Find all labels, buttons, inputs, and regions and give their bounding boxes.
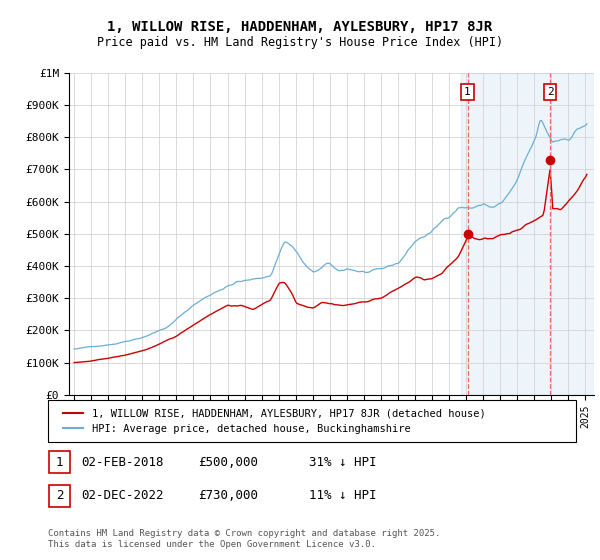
Text: Price paid vs. HM Land Registry's House Price Index (HPI): Price paid vs. HM Land Registry's House … (97, 36, 503, 49)
Text: Contains HM Land Registry data © Crown copyright and database right 2025.
This d: Contains HM Land Registry data © Crown c… (48, 529, 440, 549)
Text: £500,000: £500,000 (198, 455, 258, 469)
Text: 2: 2 (56, 489, 63, 502)
Text: 02-FEB-2018: 02-FEB-2018 (81, 455, 163, 469)
Bar (461, 73, 594, 395)
Text: 1: 1 (56, 455, 63, 469)
Text: 31% ↓ HPI: 31% ↓ HPI (309, 455, 377, 469)
Text: 1: 1 (464, 87, 471, 97)
Legend: 1, WILLOW RISE, HADDENHAM, AYLESBURY, HP17 8JR (detached house), HPI: Average pr: 1, WILLOW RISE, HADDENHAM, AYLESBURY, HP… (58, 405, 490, 438)
Text: 2: 2 (547, 87, 553, 97)
Text: 1, WILLOW RISE, HADDENHAM, AYLESBURY, HP17 8JR: 1, WILLOW RISE, HADDENHAM, AYLESBURY, HP… (107, 20, 493, 34)
Text: 02-DEC-2022: 02-DEC-2022 (81, 489, 163, 502)
Text: 11% ↓ HPI: 11% ↓ HPI (309, 489, 377, 502)
Text: £730,000: £730,000 (198, 489, 258, 502)
